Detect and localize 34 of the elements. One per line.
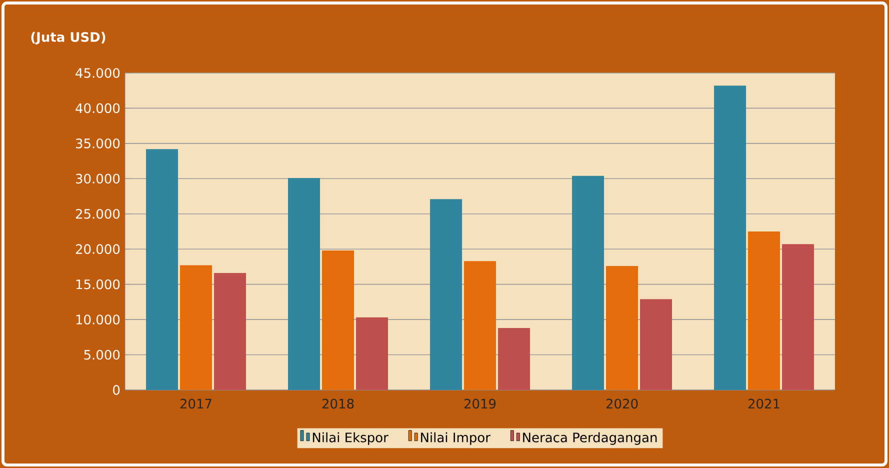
bar <box>430 199 462 390</box>
bar <box>714 86 746 390</box>
y-tick-label: 45.000 <box>76 68 120 78</box>
legend-label: Nilai Ekspor <box>312 432 388 445</box>
y-tick-label: 20.000 <box>76 244 120 254</box>
bar <box>146 149 178 390</box>
bar <box>322 250 354 390</box>
y-tick-label: 5.000 <box>84 350 120 360</box>
bar <box>288 178 320 390</box>
x-tick-label: 2017 <box>180 398 212 409</box>
y-tick-label: 30.000 <box>76 174 120 184</box>
y-tick-label: 10.000 <box>76 314 120 324</box>
x-tick-label: 2019 <box>464 398 496 409</box>
bar <box>748 231 780 390</box>
y-tick-label: 40.000 <box>76 103 120 114</box>
legend-label: Nilai Impor <box>421 432 490 445</box>
legend-label: Neraca Perdagangan <box>523 432 657 445</box>
y-tick-label: 15.000 <box>76 279 120 290</box>
bar <box>356 317 388 390</box>
bar <box>180 265 212 390</box>
y-tick-label: 35.000 <box>76 138 120 148</box>
bar <box>606 266 638 390</box>
y-axis-title: (Juta USD) <box>31 32 106 44</box>
bar <box>782 244 814 390</box>
bar <box>572 176 604 390</box>
x-tick-label: 2018 <box>322 398 354 409</box>
x-tick-label: 2020 <box>606 398 638 409</box>
bar <box>498 328 530 390</box>
bar <box>214 273 246 390</box>
x-tick-label: 2021 <box>748 398 780 409</box>
bar <box>464 261 496 390</box>
y-tick-label: 25.000 <box>76 208 120 219</box>
y-tick-label: 0 <box>113 385 120 395</box>
bar <box>640 299 672 390</box>
